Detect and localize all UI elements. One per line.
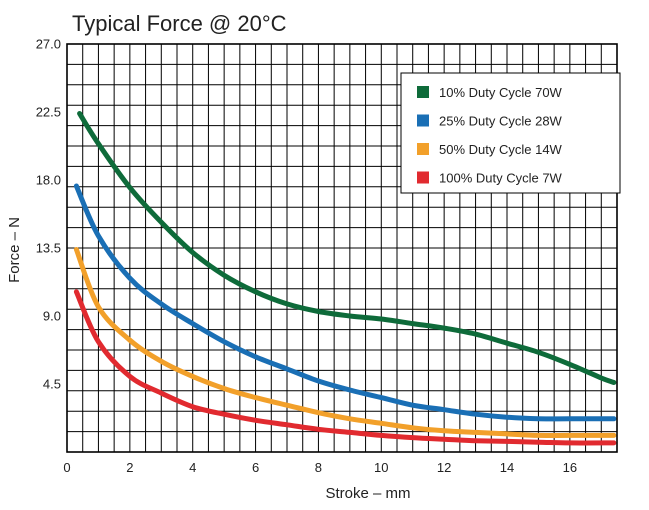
x-tick-label: 4 <box>189 460 196 475</box>
y-tick-label: 27.0 <box>36 37 61 52</box>
x-tick-label: 12 <box>437 460 451 475</box>
legend-swatch <box>417 143 429 155</box>
series-line-100pct <box>73 289 617 446</box>
legend-swatch <box>417 171 429 184</box>
x-axis-label: Stroke – mm <box>325 485 410 502</box>
x-tick-label: 2 <box>126 460 133 475</box>
legend-entry-label: 50% Duty Cycle 14W <box>439 142 563 157</box>
y-tick-label: 4.5 <box>43 377 61 392</box>
x-tick-label: 8 <box>315 460 322 475</box>
x-tick-label: 6 <box>252 460 259 475</box>
series-line-25pct <box>73 183 617 422</box>
y-tick-label: 13.5 <box>36 241 61 256</box>
x-tick-label: 0 <box>63 460 70 475</box>
legend-swatch <box>417 114 429 127</box>
y-tick-label: 18.0 <box>36 173 61 188</box>
series-line-10pct <box>77 111 617 385</box>
chart-title: Typical Force @ 20°C <box>72 11 287 36</box>
legend-box <box>400 72 621 194</box>
x-tick-label: 16 <box>563 460 577 475</box>
series-lines <box>73 111 617 446</box>
plot-frame <box>66 43 618 453</box>
y-axis-label: Force – N <box>6 217 23 283</box>
legend-entry-label: 100% Duty Cycle 7W <box>439 171 563 186</box>
x-tick-label: 14 <box>500 460 514 475</box>
legend-entry-label: 25% Duty Cycle 28W <box>439 114 563 129</box>
x-tick-label: 10 <box>374 460 388 475</box>
y-tick-label: 22.5 <box>36 105 61 120</box>
legend: 10% Duty Cycle 70W 25% Duty Cycle 28W 50% … <box>400 72 621 194</box>
series-line-50pct <box>73 247 617 438</box>
legend-swatch <box>417 86 429 98</box>
y-tick-label: 9.0 <box>43 309 61 324</box>
tick-labels: 0 2 4 6 8 10 12 14 16 4.5 9.0 13.5 18.0 22.5 27.0 <box>36 37 577 476</box>
legend-entry-label: 10% Duty Cycle 70W <box>439 85 563 100</box>
